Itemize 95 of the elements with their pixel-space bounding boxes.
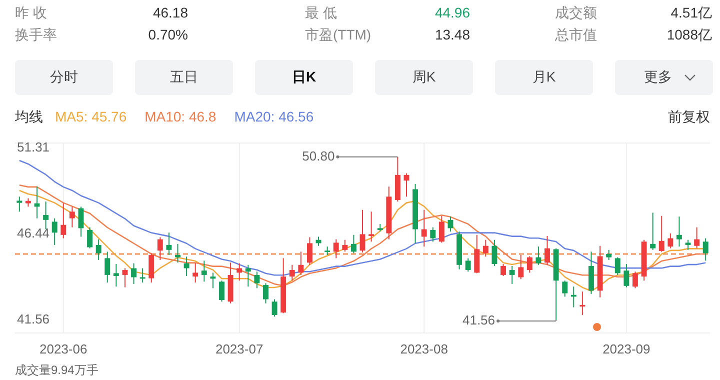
candlestick [624, 264, 630, 288]
candlestick [500, 264, 506, 277]
text: 1088亿 [666, 26, 712, 43]
candlestick [430, 226, 436, 242]
candlestick [298, 251, 304, 276]
candlestick [465, 258, 471, 272]
candlestick [342, 239, 348, 252]
text: 最 低 [305, 4, 337, 21]
candlestick [16, 196, 22, 212]
x-tick-label: 2023-07 [215, 341, 264, 356]
candlestick [210, 272, 216, 289]
y-tick-label: 41.56 [17, 311, 50, 326]
text: 总市值 [554, 26, 597, 43]
candlestick [87, 226, 93, 249]
candlestick [78, 206, 84, 238]
text: 周K [412, 68, 436, 85]
annotation: 41.56 [462, 312, 496, 328]
candlestick [272, 298, 278, 318]
candlestick [166, 232, 172, 256]
text: 日K [292, 68, 316, 85]
candlestick [632, 271, 638, 289]
candlestick [157, 236, 163, 260]
text: 46.18 [152, 4, 188, 21]
text: 五日 [170, 68, 198, 85]
x-tick-label: 2023-06 [40, 341, 88, 356]
text: 成交额 [555, 4, 597, 21]
candlestick [702, 238, 708, 262]
text: 分时 [50, 68, 78, 85]
text: 13.48 [434, 26, 470, 43]
line-series [18, 160, 706, 276]
text: 市盈(TTM) [305, 26, 372, 43]
candlestick [482, 239, 488, 258]
text: MA10: 46.8 [144, 108, 216, 125]
text: 换手率 [15, 26, 57, 43]
text: 昨 收 [15, 4, 47, 21]
candlestick [69, 206, 75, 228]
y-tick-label: 51.31 [17, 139, 50, 154]
candlestick [148, 252, 154, 284]
text: 0.70% [148, 26, 188, 43]
candlestick [474, 234, 480, 274]
candlestick [122, 268, 128, 288]
candlestick [536, 246, 542, 266]
candlestick [492, 239, 498, 266]
text: MA5: 45.76 [55, 108, 127, 125]
candlestick [219, 280, 224, 302]
text: 月K [532, 68, 556, 85]
candlestick [263, 282, 268, 304]
candlestick [526, 256, 532, 274]
candlestick [614, 256, 620, 276]
candlestick [509, 265, 515, 284]
candlestick [96, 238, 102, 260]
candlestick [184, 256, 190, 277]
candlestick [368, 211, 374, 242]
candlestick [580, 291, 586, 316]
candlestick [333, 238, 339, 259]
candlestick [52, 218, 58, 246]
candlestick [562, 280, 568, 298]
candlestick [606, 249, 612, 260]
text: 44.96 [434, 4, 470, 21]
candlestick [245, 264, 251, 288]
candlestick [360, 209, 366, 254]
text: 前复权 [668, 108, 710, 125]
candlestick [694, 226, 700, 249]
candlestick [175, 243, 180, 264]
y-tick-label: 46.44 [17, 225, 50, 240]
candlestick [350, 234, 356, 254]
text: MA20: 46.56 [234, 108, 314, 125]
candlestick [192, 262, 198, 284]
candlestick [668, 232, 674, 249]
candlestick [254, 271, 260, 289]
candlestick [131, 262, 136, 284]
text: 均线 [14, 108, 43, 125]
text: 成交量9.94万手 [15, 363, 98, 378]
candlestick [518, 254, 524, 280]
candlestick [448, 216, 454, 232]
text: 4.51亿 [670, 4, 712, 21]
candlestick [60, 202, 66, 239]
candlestick [685, 239, 691, 250]
x-tick-label: 2023-08 [400, 341, 448, 356]
candlestick [201, 260, 207, 282]
candlestick [421, 209, 427, 248]
text: 更多 [644, 68, 672, 85]
candlestick [113, 264, 119, 288]
candlestick [104, 251, 110, 284]
annotation: 50.80 [302, 148, 335, 164]
candlestick [650, 212, 656, 250]
candlestick [236, 262, 242, 282]
candlestick [43, 201, 49, 230]
x-tick-label: 2023-09 [602, 341, 650, 356]
candlestick [658, 215, 664, 252]
candlestick [544, 235, 550, 266]
candlestick [676, 216, 682, 248]
candlestick [438, 215, 444, 244]
candlestick [289, 264, 295, 282]
candlestick [306, 236, 312, 266]
